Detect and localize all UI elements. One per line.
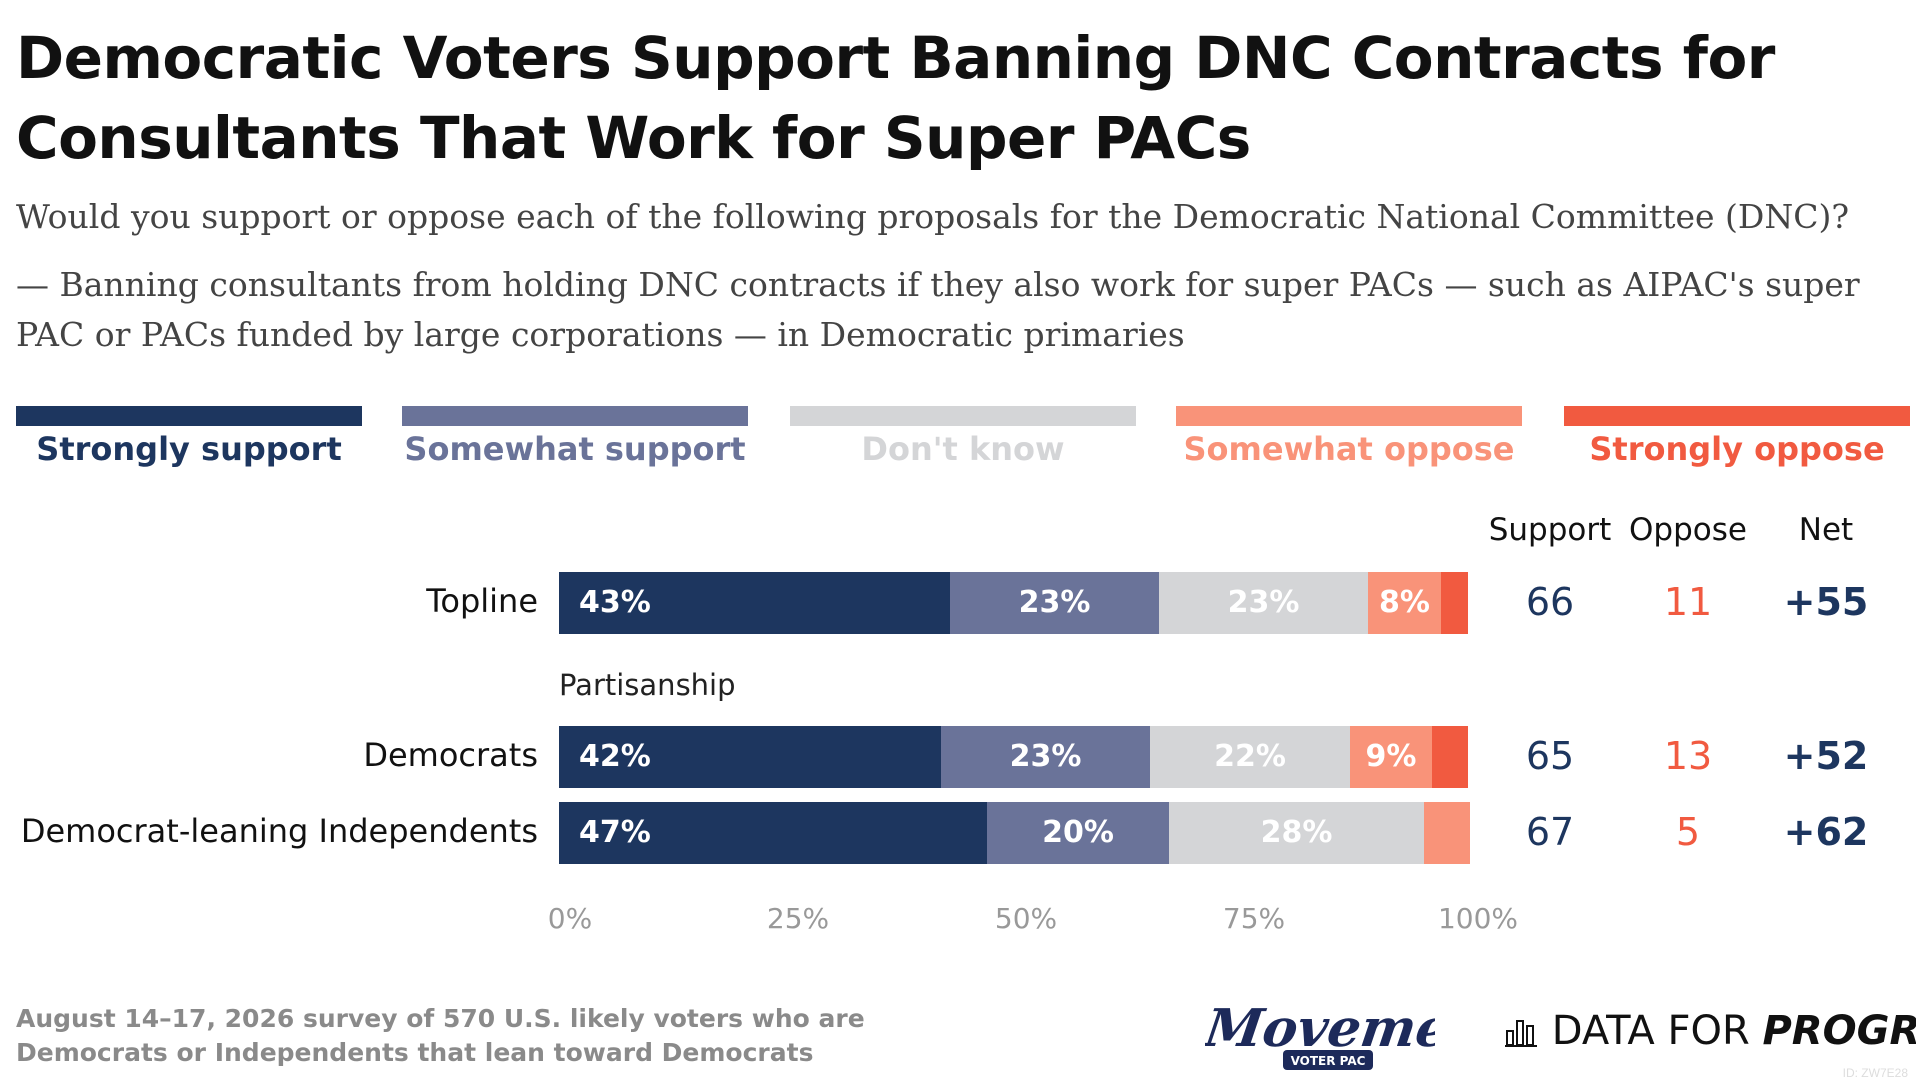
legend-swatch-1 bbox=[402, 406, 748, 426]
oppose-value-0: 11 bbox=[1663, 580, 1713, 624]
bar-segment-1-3 bbox=[1350, 726, 1432, 788]
row-label-0: Topline bbox=[426, 582, 538, 620]
support-value-0: 66 bbox=[1525, 580, 1575, 624]
bar-label-1-1: 23% bbox=[1009, 739, 1082, 774]
bar-segment-0-2 bbox=[1159, 572, 1368, 634]
col-head-support: Support bbox=[1488, 512, 1612, 548]
chart-title: Democratic Voters Support Banning DNC Co… bbox=[16, 24, 1775, 172]
x-tick-1: 25% bbox=[766, 902, 830, 935]
movement-voter-pac-logo: Movement VOTER PAC bbox=[1205, 998, 1435, 1070]
proposal-text: — Banning consultants from holding DNC c… bbox=[16, 265, 1860, 354]
oppose-value-2: 5 bbox=[1675, 810, 1701, 854]
legend-label-4: Strongly oppose bbox=[1589, 430, 1885, 468]
bar-label-0-2: 23% bbox=[1227, 585, 1300, 620]
bar-label-0-0: 43% bbox=[579, 585, 651, 620]
support-value-1: 65 bbox=[1525, 734, 1575, 778]
bar-segment-2-1 bbox=[987, 802, 1169, 864]
bar-segment-2-2 bbox=[1169, 802, 1424, 864]
net-value-0: +55 bbox=[1783, 580, 1869, 624]
col-head-net: Net bbox=[1798, 512, 1854, 548]
bar-label-1-3: 9% bbox=[1365, 739, 1417, 774]
bar-segment-0-4 bbox=[1441, 572, 1468, 634]
legend-label-0: Strongly support bbox=[36, 430, 342, 468]
bar-segment-0-0 bbox=[559, 572, 950, 634]
logo-dfp-suffix: PROGRESS bbox=[1762, 1008, 1916, 1054]
bar-label-2-2: 28% bbox=[1260, 815, 1333, 850]
bar-segment-1-1 bbox=[941, 726, 1150, 788]
legend-swatch-0 bbox=[16, 406, 362, 426]
legend-swatch-3 bbox=[1176, 406, 1522, 426]
bar-segment-0-1 bbox=[950, 572, 1159, 634]
legend-label-2: Don't know bbox=[861, 430, 1065, 468]
bar-label-1-2: 22% bbox=[1214, 739, 1286, 774]
bar-label-2-1: 20% bbox=[1042, 815, 1114, 850]
logo-movement-main: Movement bbox=[1205, 998, 1435, 1059]
legend-label-1: Somewhat support bbox=[404, 430, 746, 468]
bar-label-0-1: 23% bbox=[1018, 585, 1091, 620]
x-tick-3: 75% bbox=[1222, 902, 1286, 935]
net-value-2: +62 bbox=[1783, 810, 1869, 854]
legend-swatch-4 bbox=[1564, 406, 1910, 426]
net-value-1: +52 bbox=[1783, 734, 1869, 778]
x-tick-0: 0% bbox=[547, 902, 593, 935]
col-head-oppose: Oppose bbox=[1629, 512, 1747, 548]
survey-footnote: August 14–17, 2026 survey of 570 U.S. li… bbox=[16, 1004, 865, 1067]
bar-chart-icon bbox=[1505, 1020, 1537, 1047]
bar-label-1-0: 42% bbox=[579, 739, 651, 774]
legend-swatch-2 bbox=[790, 406, 1136, 426]
bar-segment-1-2 bbox=[1150, 726, 1350, 788]
row-label-2: Democrat-leaning Independents bbox=[20, 812, 538, 850]
bar-segment-2-0 bbox=[559, 802, 987, 864]
logo-dfp-prefix: DATA FOR bbox=[1551, 1008, 1750, 1054]
logo-movement-sub: VOTER PAC bbox=[1291, 1054, 1366, 1068]
bar-segment-1-4 bbox=[1432, 726, 1468, 788]
bar-segment-0-3 bbox=[1368, 572, 1441, 634]
oppose-value-1: 13 bbox=[1663, 734, 1713, 778]
bar-segment-2-3 bbox=[1424, 802, 1470, 864]
bar-segment-1-0 bbox=[559, 726, 941, 788]
x-tick-2: 50% bbox=[994, 902, 1058, 935]
bar-label-0-3: 8% bbox=[1379, 585, 1430, 620]
question-text: Would you support or oppose each of the … bbox=[16, 197, 1850, 236]
x-tick-4: 100% bbox=[1437, 902, 1519, 935]
data-for-progress-logo: DATA FOR PROGRESS bbox=[1505, 1008, 1916, 1054]
row-label-1: Democrats bbox=[363, 736, 538, 774]
bar-label-2-0: 47% bbox=[579, 815, 651, 850]
image-id: ID: ZW7E28 bbox=[1842, 1066, 1908, 1080]
group-label-partisanship: Partisanship bbox=[559, 668, 736, 702]
legend-label-3: Somewhat oppose bbox=[1183, 430, 1515, 468]
support-value-2: 67 bbox=[1525, 810, 1575, 854]
